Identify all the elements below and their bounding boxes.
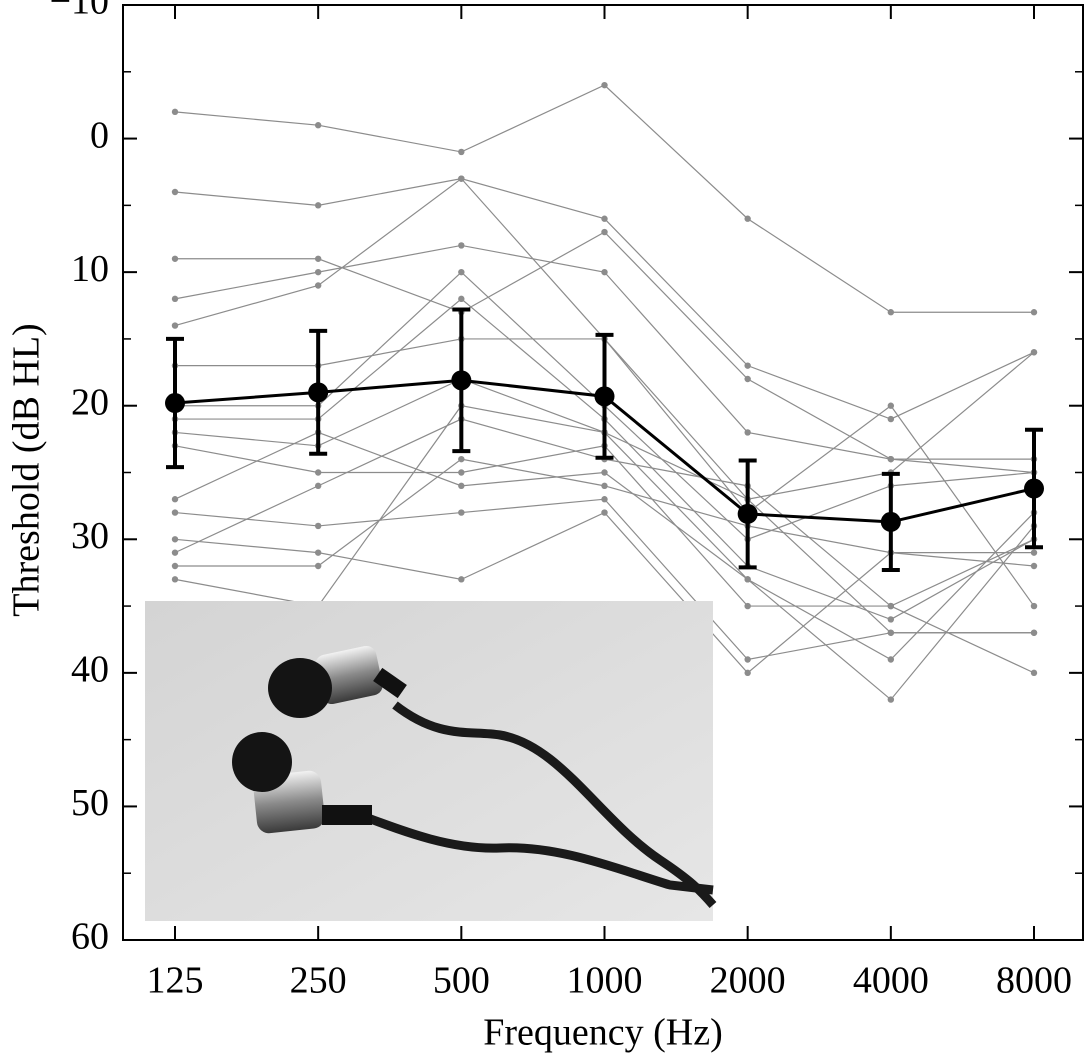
mean-point <box>594 386 615 407</box>
y-tick-label: 30 <box>71 515 109 557</box>
subject-point <box>601 482 608 490</box>
subject-point <box>744 669 751 677</box>
y-tick-label: 0 <box>90 114 109 156</box>
subject-point <box>314 549 322 556</box>
subject-point <box>171 562 179 570</box>
subject-point <box>171 295 179 303</box>
y-tick-label: 60 <box>71 916 109 958</box>
x-tick-label: 125 <box>147 960 204 1002</box>
subject-point <box>1030 549 1038 556</box>
subject-point <box>458 242 465 249</box>
subject-point <box>887 656 895 663</box>
subject-point <box>744 576 751 583</box>
subject-point <box>458 576 465 583</box>
y-tick-label: 40 <box>71 649 109 691</box>
mean-point <box>165 393 185 414</box>
subject-point <box>314 282 322 289</box>
subject-point <box>887 309 895 316</box>
subject-point <box>458 482 465 490</box>
subject-point <box>887 402 895 409</box>
y-tick-label: 50 <box>71 782 109 824</box>
subject-point <box>458 469 465 476</box>
subject-point <box>314 482 322 490</box>
subject-point <box>458 509 465 516</box>
subject-point <box>601 509 608 516</box>
x-tick-label: 4000 <box>853 960 929 1002</box>
subject-point <box>601 496 608 503</box>
subject-point <box>887 616 895 623</box>
subject-point <box>314 122 322 129</box>
mean-point <box>880 511 901 532</box>
plot-frame <box>122 4 1084 941</box>
subject-point <box>171 496 179 503</box>
subject-point <box>887 415 895 423</box>
subject-point <box>744 375 751 383</box>
mean-point <box>737 503 758 524</box>
subject-point <box>1030 349 1038 356</box>
x-tick-label: 2000 <box>710 960 786 1002</box>
mean-point <box>451 370 472 391</box>
subject-point <box>744 215 751 222</box>
x-axis-title: Frequency (Hz) <box>483 1012 723 1054</box>
subject-point <box>601 228 608 236</box>
mean-point <box>308 382 329 403</box>
subject-point <box>314 255 322 262</box>
subject-point <box>314 562 322 570</box>
subject-point <box>744 429 751 436</box>
earphone-photo <box>145 601 717 921</box>
subject-point <box>314 469 322 476</box>
x-tick-label: 8000 <box>996 960 1072 1002</box>
subject-point <box>458 175 465 182</box>
y-tick-label: −10 <box>50 0 109 23</box>
subject-point <box>744 656 751 663</box>
subject-point <box>887 629 895 636</box>
subject-point <box>887 455 895 463</box>
mean-point <box>1024 478 1044 499</box>
subject-point <box>458 268 465 276</box>
subject-point <box>887 602 895 610</box>
subject-point <box>171 509 179 516</box>
x-tick-label: 500 <box>433 960 490 1002</box>
subject-point <box>601 268 608 276</box>
subject-point <box>171 549 179 556</box>
subject-point <box>601 215 608 222</box>
x-tick-label: 250 <box>290 960 347 1002</box>
subject-point <box>458 455 465 463</box>
subject-point <box>171 255 179 262</box>
subject-point <box>601 81 608 89</box>
x-tick-label: 1000 <box>567 960 643 1002</box>
subject-point <box>171 108 179 116</box>
subject-point <box>314 268 322 276</box>
subject-point <box>744 602 751 610</box>
subject-point <box>171 576 179 583</box>
subject-point <box>171 188 179 196</box>
subject-point <box>744 362 751 369</box>
subject-point <box>458 295 465 303</box>
subject-point <box>1030 602 1038 610</box>
subject-point <box>1030 309 1038 316</box>
subject-point <box>887 696 895 703</box>
subject-line <box>174 84 1034 313</box>
subject-point <box>171 536 179 543</box>
subject-point <box>171 322 179 329</box>
y-tick-label: 10 <box>71 248 109 290</box>
subject-point <box>458 148 465 156</box>
subject-point <box>601 469 608 476</box>
subject-point <box>314 202 322 209</box>
y-axis-title: Threshold (dB HL) <box>6 323 48 616</box>
subject-point <box>1030 629 1038 636</box>
y-tick-label: 20 <box>71 381 109 423</box>
subject-point <box>314 522 322 530</box>
subject-point <box>1030 669 1038 677</box>
subject-point <box>1030 562 1038 570</box>
